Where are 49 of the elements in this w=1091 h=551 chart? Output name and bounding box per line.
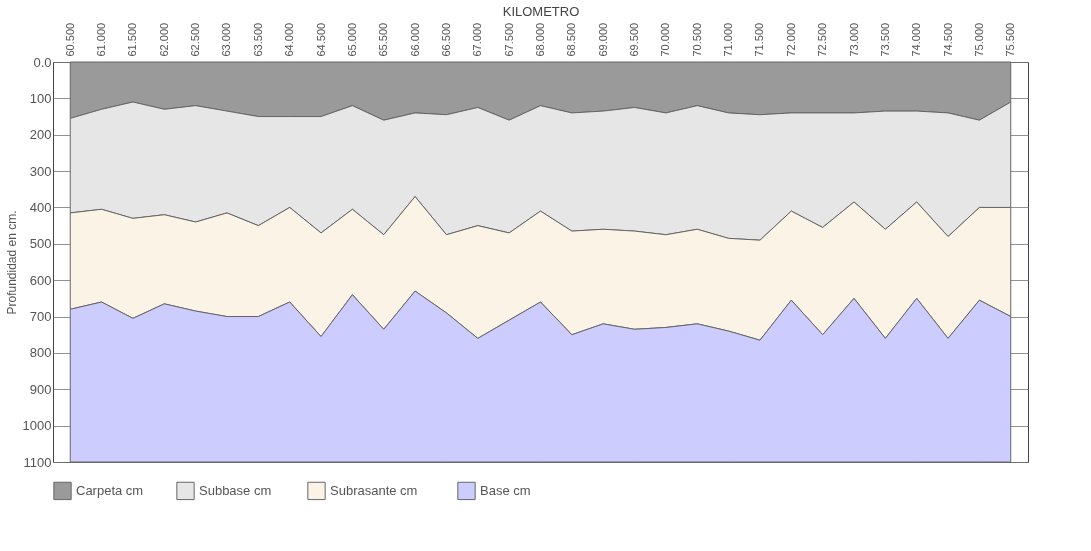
y-tick-label: 500 <box>29 236 52 252</box>
y-tick-label: 100 <box>29 90 52 106</box>
x-tick-label: 62.500 <box>189 22 202 57</box>
x-tick-label: 62.000 <box>157 22 170 57</box>
x-tick-label: 65.500 <box>377 22 390 57</box>
x-tick-label: 74.000 <box>910 22 923 57</box>
x-axis-title: KILOMETRO <box>502 3 580 19</box>
legend-label: Carpeta cm <box>76 482 144 498</box>
y-tick-label: 700 <box>29 309 52 325</box>
x-tick-label: 66.000 <box>408 22 421 57</box>
x-tick-label: 69.000 <box>596 22 609 57</box>
x-tick-label: 70.000 <box>659 22 672 57</box>
legend-label: Subrasante cm <box>330 482 418 498</box>
x-tick-label: 75.000 <box>972 22 985 57</box>
x-tick-label: 72.500 <box>816 22 829 57</box>
x-tick-label: 67.000 <box>471 22 484 57</box>
x-tick-label: 71.500 <box>753 22 766 57</box>
x-tick-label: 73.500 <box>878 22 891 57</box>
x-tick-label: 67.500 <box>502 22 515 57</box>
x-tick-label: 60.500 <box>63 22 76 57</box>
y-tick-label: 1100 <box>23 454 52 470</box>
x-tick-label: 61.500 <box>126 22 139 57</box>
y-axis-title: Profundidad en cm. <box>4 210 19 315</box>
x-tick-label: 70.500 <box>690 22 703 57</box>
x-tick-label: 64.500 <box>314 22 327 57</box>
y-tick-label: 400 <box>29 199 52 215</box>
x-tick-label: 71.000 <box>722 22 735 57</box>
x-tick-label: 68.000 <box>534 22 546 57</box>
x-tick-label: 66.500 <box>439 22 452 57</box>
x-tick-label: 64.000 <box>283 22 296 57</box>
x-tick-label: 69.500 <box>628 22 641 57</box>
x-tick-label: 72.000 <box>784 22 797 57</box>
x-tick-label: 75.500 <box>1004 22 1017 57</box>
x-tick-label: 61.000 <box>95 22 108 57</box>
x-tick-label: 65.000 <box>345 22 358 57</box>
y-tick-label: 1000 <box>22 418 52 434</box>
y-tick-label: 900 <box>29 381 52 397</box>
x-tick-label: 73.000 <box>847 22 860 57</box>
y-tick-label: 300 <box>29 163 52 179</box>
y-tick-label: 200 <box>29 127 52 143</box>
x-tick-label: 63.500 <box>251 22 264 57</box>
legend-label: Base cm <box>480 482 531 498</box>
y-tick-label: 800 <box>29 345 52 361</box>
x-tick-label: 68.500 <box>565 22 578 57</box>
y-tick-label: 600 <box>29 272 52 288</box>
x-tick-label: 74.500 <box>941 22 954 57</box>
y-tick-label: 0.0 <box>33 54 52 70</box>
legend-label: Subbase cm <box>199 482 272 498</box>
x-tick-label: 63.000 <box>220 22 233 57</box>
